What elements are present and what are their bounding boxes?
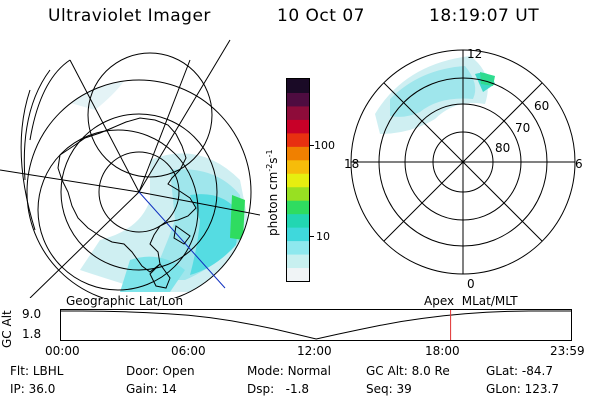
info-dsp: Dsp: -1.8 (247, 382, 310, 396)
geographic-map (0, 39, 260, 298)
colorbar-band (287, 173, 309, 188)
timeline-ymin: 1.8 (22, 327, 42, 341)
colorbar-tick-label-10: 10 (316, 230, 330, 243)
info-glat: GLat: -84.7 (486, 364, 553, 378)
colorbar-band (287, 267, 309, 282)
info-ip: IP: 36.0 (10, 382, 56, 396)
colorbar-band (287, 213, 309, 228)
colorbar-band (287, 146, 309, 161)
colorbar-band (287, 200, 309, 215)
colorbar-band (287, 92, 309, 107)
colorbar-tick-label-100: 100 (314, 139, 335, 152)
timeline-right-title: Apex MLat/MLT (424, 294, 518, 308)
meridian-lines (0, 39, 260, 298)
colorbar-tick-100 (309, 145, 314, 146)
latitude-circles (20, 52, 252, 298)
colorbar (286, 78, 310, 282)
colorbar-band (287, 186, 309, 201)
observation-time: 18:19:07 UT (429, 6, 540, 26)
mlt-label-18: 18 (344, 157, 359, 171)
info-mode: Mode: Normal (247, 364, 331, 378)
colorbar-tick-10 (309, 236, 314, 237)
timeline-xtick-1800: 18:00 (425, 344, 460, 358)
colorbar-gradient (287, 79, 309, 282)
colorbar-band (287, 254, 309, 269)
colorbar-band (287, 240, 309, 255)
aurora-emission (60, 80, 248, 292)
mlat-label-80: 80 (495, 141, 510, 155)
coastline (57, 117, 197, 273)
polar-plot: 12 18 6 0 60 70 80 (344, 47, 583, 291)
info-flt: Flt: LBHL (10, 364, 64, 378)
timeline-left-title: Geographic Lat/Lon (66, 294, 184, 308)
mlt-label-0: 0 (467, 277, 475, 291)
observation-date: 10 Oct 07 (277, 6, 365, 26)
timeline-ymax: 9.0 (22, 307, 42, 321)
mlat-label-60: 60 (534, 99, 549, 113)
mlt-label-12: 12 (467, 47, 482, 61)
info-door: Door: Open (126, 364, 195, 378)
timeline-xtick-0000: 00:00 (45, 344, 80, 358)
colorbar-band (287, 159, 309, 174)
apex-meridian-line (138, 191, 226, 289)
mlt-label-6: 6 (575, 157, 583, 171)
polar-aurora-emission (375, 56, 495, 134)
timeline-xtick-1200: 12:00 (297, 344, 332, 358)
colorbar-band (287, 105, 309, 120)
info-seq: Seq: 39 (366, 382, 412, 396)
timeline-yaxis-label: GC Alt (0, 310, 14, 348)
info-gain: Gain: 14 (126, 382, 177, 396)
info-glon: GLon: 123.7 (486, 382, 559, 396)
instrument-title: Ultraviolet Imager (48, 6, 211, 26)
polar-grid (350, 49, 576, 275)
altitude-profile-line (61, 310, 571, 340)
colorbar-band (287, 132, 309, 147)
mlat-label-70: 70 (515, 121, 530, 135)
info-gc-alt: GC Alt: 8.0 Re (366, 364, 450, 378)
timeline-xtick-2359: 23:59 (550, 344, 585, 358)
colorbar-band (287, 79, 309, 93)
colorbar-band (287, 119, 309, 134)
colorbar-band (287, 227, 309, 242)
colorbar-unit-label: photon cm-2s-1 (265, 149, 280, 236)
altitude-timeline (60, 309, 572, 341)
timeline-xtick-0600: 06:00 (171, 344, 206, 358)
